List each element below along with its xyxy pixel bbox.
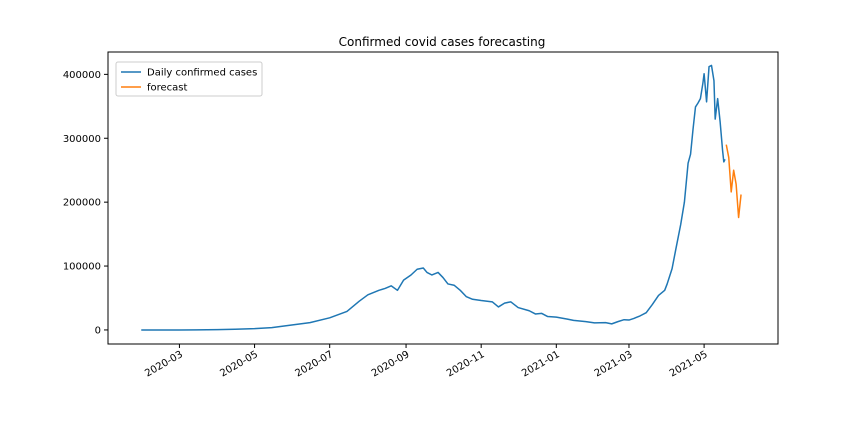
x-tick-label: 2020-11 bbox=[445, 349, 487, 379]
y-tick-label: 400000 bbox=[63, 70, 101, 81]
x-axis: 2020-03 2020-05 2020-07 2020-09 2020-11 2021-… bbox=[143, 344, 710, 379]
y-axis: 0 100000 200000 300000 400000 bbox=[63, 70, 108, 336]
x-tick-label: 2020-09 bbox=[370, 349, 412, 379]
plot-area bbox=[107, 51, 779, 345]
x-tick-label: 2020-03 bbox=[143, 349, 185, 379]
series-layer bbox=[141, 64, 742, 331]
x-tick-label: 2020-07 bbox=[293, 349, 335, 379]
y-tick-label: 200000 bbox=[63, 198, 101, 209]
legend: Daily confirmed cases forecast bbox=[115, 61, 263, 97]
x-tick-label: 2021-03 bbox=[593, 349, 635, 379]
x-tick-label: 2021-05 bbox=[668, 349, 710, 379]
y-tick-label: 0 bbox=[95, 325, 101, 336]
x-tick-label: 2021-01 bbox=[520, 349, 562, 379]
series-line-1 bbox=[725, 144, 742, 219]
legend-box bbox=[115, 61, 263, 97]
y-tick-label: 100000 bbox=[63, 262, 101, 273]
legend-label: forecast bbox=[147, 83, 188, 94]
chart-title: Confirmed covid cases forecasting bbox=[339, 35, 546, 49]
x-tick-label: 2020-05 bbox=[218, 349, 260, 379]
y-tick-label: 300000 bbox=[63, 134, 101, 145]
series-line-0 bbox=[141, 64, 726, 331]
legend-label: Daily confirmed cases bbox=[147, 68, 257, 79]
